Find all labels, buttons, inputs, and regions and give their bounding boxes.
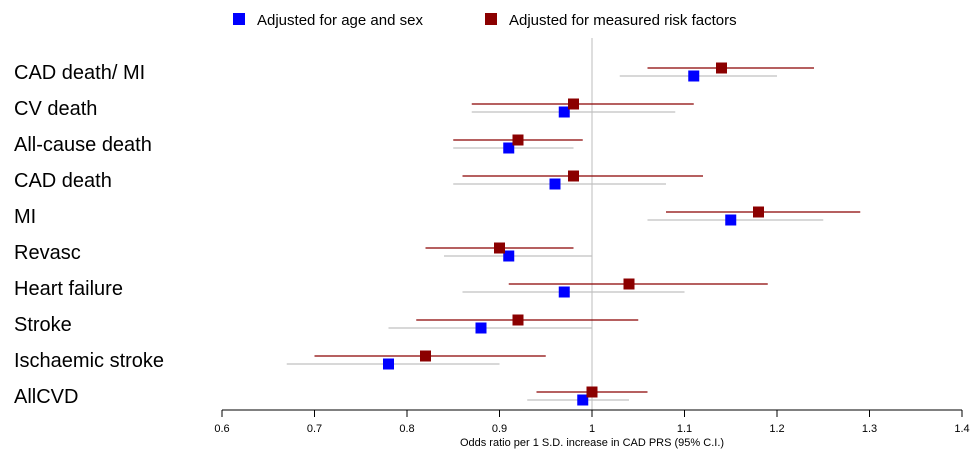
category-label-cad-death: CAD death: [14, 170, 112, 192]
legend-swatch-adjusted-for-measured-risk-factors: [485, 13, 497, 25]
x-tick-label-0-8: 0.8: [399, 423, 414, 435]
x-tick-label-1-1: 1.1: [677, 423, 692, 435]
category-label-heart-failure: Heart failure: [14, 278, 123, 300]
category-labels: CAD death/ MI CV death All-cause death CAD …: [14, 62, 164, 408]
point-adjusted-for-measured-risk-factors-ischaemic-stroke: [420, 350, 431, 362]
point-adjusted-for-measured-risk-factors-all-cause-death: [512, 134, 524, 146]
point-adjusted-for-measured-risk-factors-mi: [753, 206, 764, 218]
point-adjusted-for-measured-risk-factors-cv-death: [568, 98, 579, 110]
x-tick-label-0-7: 0.7: [307, 423, 322, 435]
point-adjusted-for-age-and-sex-all-cause-death: [503, 142, 515, 154]
point-adjusted-for-age-and-sex-ischaemic-stroke: [383, 358, 394, 370]
category-label-revasc: Revasc: [14, 242, 81, 264]
category-label-cad-death-mi: CAD death/ MI: [14, 62, 145, 84]
x-tick-label-1-2: 1.2: [769, 423, 784, 435]
category-label-all-cause-death: All-cause death: [14, 134, 152, 156]
point-adjusted-for-measured-risk-factors-stroke: [512, 314, 524, 326]
category-label-allcvd: AllCVD: [14, 386, 78, 408]
point-adjusted-for-age-and-sex-cad-death: [549, 178, 561, 190]
point-adjusted-for-age-and-sex-mi: [725, 214, 737, 226]
point-adjusted-for-age-and-sex-revasc: [503, 250, 515, 262]
legend-swatch-adjusted-for-age-and-sex: [233, 13, 245, 25]
x-axis-title: Odds ratio per 1 S.D. increase in CAD PR…: [460, 437, 724, 449]
series-adjusted-for-measured-risk-factors: [314, 62, 861, 398]
legend: Adjusted for age and sex Adjusted for mea…: [233, 12, 737, 29]
x-tick-label-0-6: 0.6: [214, 423, 229, 435]
point-adjusted-for-age-and-sex-cv-death: [558, 106, 570, 118]
point-adjusted-for-age-and-sex-cad-death-mi: [688, 70, 700, 82]
point-adjusted-for-measured-risk-factors-heart-failure: [623, 278, 635, 290]
x-tick-label-0-9: 0.9: [492, 423, 507, 435]
point-adjusted-for-measured-risk-factors-cad-death-mi: [716, 62, 727, 74]
legend-label-adjusted-for-measured-risk-factors: Adjusted for measured risk factors: [509, 12, 737, 29]
x-tick-label-1-4: 1.4: [954, 423, 969, 435]
category-label-cv-death: CV death: [14, 98, 97, 120]
x-tick-label-1-3: 1.3: [862, 423, 877, 435]
point-adjusted-for-age-and-sex-stroke: [475, 322, 487, 334]
x-axis: 0.6 0.7 0.8 0.9 1 1.1 1.2 1.3 1.4 Odds ratio per …: [214, 409, 970, 449]
point-adjusted-for-measured-risk-factors-cad-death: [568, 170, 579, 182]
x-tick-label-1: 1: [589, 423, 595, 435]
category-label-stroke: Stroke: [14, 314, 72, 336]
series-adjusted-for-age-and-sex: [286, 70, 824, 406]
category-label-mi: MI: [14, 206, 36, 228]
point-adjusted-for-measured-risk-factors-allcvd: [586, 386, 598, 398]
legend-label-adjusted-for-age-and-sex: Adjusted for age and sex: [257, 12, 423, 29]
point-adjusted-for-age-and-sex-heart-failure: [558, 286, 570, 298]
chart-marks: [286, 62, 861, 406]
point-adjusted-for-measured-risk-factors-revasc: [494, 242, 505, 254]
category-label-ischaemic-stroke: Ischaemic stroke: [14, 350, 164, 372]
point-adjusted-for-age-and-sex-allcvd: [577, 394, 589, 406]
